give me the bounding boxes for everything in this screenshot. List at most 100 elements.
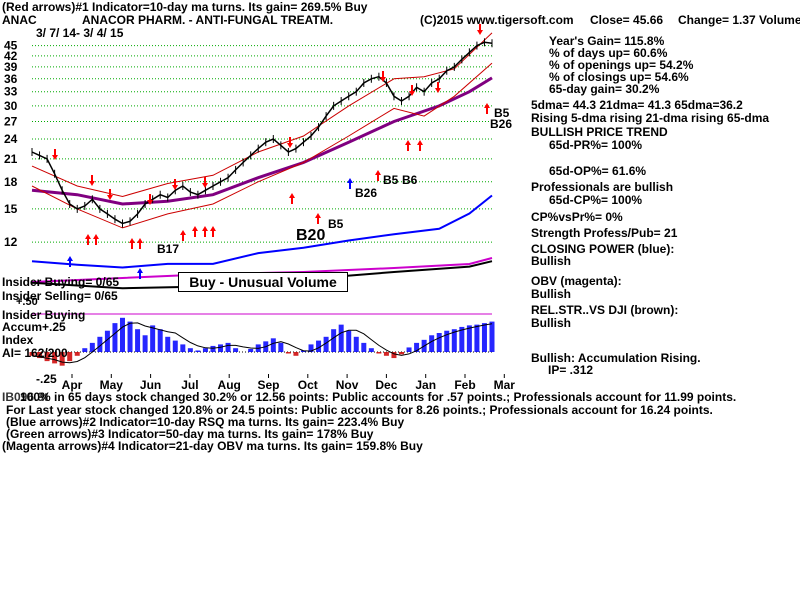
series-line-1 xyxy=(31,76,493,206)
accum-bar xyxy=(180,344,186,352)
op65: 65d-OP%= 61.6% xyxy=(549,164,647,178)
sell-arrow-icon xyxy=(52,149,58,160)
accum-bar xyxy=(29,352,35,356)
accum-bar xyxy=(104,330,110,352)
y-tick-21: 21 xyxy=(4,152,18,166)
accum-bar xyxy=(331,329,337,352)
x-tick-jul: Jul xyxy=(181,378,198,392)
x-tick-may: May xyxy=(100,378,124,392)
accum-bar xyxy=(172,340,178,352)
signal-label: B6 xyxy=(402,173,418,187)
accum-bar xyxy=(293,352,299,356)
days-up: % of days up= 60.6% xyxy=(549,46,668,60)
accum-smooth-line xyxy=(31,322,493,364)
ticker-symbol: ANAC xyxy=(2,13,37,27)
accum-bar xyxy=(361,342,367,352)
accum-bar xyxy=(202,348,208,352)
signal-label: B5 xyxy=(494,106,510,120)
years-gain: Year's Gain= 115.8% xyxy=(549,34,665,48)
change-value: Change= 1.37 Volume xyxy=(678,13,800,27)
accum-bar xyxy=(210,345,216,352)
strength: Strength Profess/Pub= 21 xyxy=(531,226,678,240)
accum-bar xyxy=(119,317,125,352)
signal-label: B5 xyxy=(383,173,399,187)
y-tick-15: 15 xyxy=(4,202,18,216)
x-tick-mar: Mar xyxy=(494,378,516,392)
accum-bar xyxy=(74,352,80,356)
accum-bar xyxy=(316,340,322,352)
price-bands xyxy=(31,32,493,229)
footer-magenta-arrows: (Magenta arrows)#4 Indicator=21-day OBV … xyxy=(2,439,423,453)
series-line-2 xyxy=(31,32,493,198)
accum-bar xyxy=(338,324,344,352)
professionals-bullish: Professionals are bullish xyxy=(531,180,674,194)
accumulation-index xyxy=(29,317,495,366)
accum-bar xyxy=(346,330,352,352)
accum-bar xyxy=(391,352,397,359)
y-tick-27: 27 xyxy=(4,115,18,129)
footer-last-year: For Last year stock changed 120.8% or 24… xyxy=(6,403,713,417)
accum-bar xyxy=(37,352,43,359)
buy-arrow-icon xyxy=(405,140,411,151)
y-tick-12: 12 xyxy=(4,235,18,249)
accum-bar xyxy=(82,348,88,352)
buy-arrow-icon xyxy=(129,238,135,249)
accum-bar xyxy=(323,336,329,352)
accum-bar xyxy=(135,329,141,352)
signal-label: B26 xyxy=(355,186,377,200)
rising-dmas: Rising 5-dma rising 21-dma rising 65-dma xyxy=(531,111,770,125)
accum-bar xyxy=(429,335,435,352)
buy-unusual-volume-box: Buy - Unusual Volume xyxy=(178,272,348,292)
closing-power-value: Bullish xyxy=(531,254,572,268)
sell-arrow-icon xyxy=(287,137,293,148)
company-name: ANACOR PHARM. - ANTI-FUNGAL TREATM. xyxy=(82,13,334,27)
insider-buying-2: Insider Buying xyxy=(2,308,86,322)
accum-bar xyxy=(368,348,374,352)
x-tick-apr: Apr xyxy=(62,378,83,392)
accum-label: Accum xyxy=(2,320,43,334)
accum-bar xyxy=(142,335,148,352)
accum-bar xyxy=(481,323,487,352)
accum-bar xyxy=(399,352,405,355)
accum-bar xyxy=(459,326,465,352)
buy-arrow-icon xyxy=(137,238,143,249)
y-tick-30: 30 xyxy=(4,99,18,113)
x-tick-aug: Aug xyxy=(218,378,241,392)
accum-bar xyxy=(97,336,103,352)
relstr-value: Bullish xyxy=(531,316,572,330)
accum-bar xyxy=(59,352,65,366)
buy-arrow-icon xyxy=(85,234,91,245)
accum-bar xyxy=(308,344,314,352)
y-tick-18: 18 xyxy=(4,175,18,189)
accum-bar xyxy=(233,348,239,352)
buy-arrow-icon xyxy=(210,226,216,237)
accum-bar xyxy=(285,352,291,354)
accum-bar xyxy=(474,324,480,352)
buy-arrow-icon xyxy=(417,140,423,151)
accum-bar xyxy=(489,321,495,352)
buy-arrow-icon xyxy=(347,178,353,189)
close-price: Close= 45.66 xyxy=(590,13,664,27)
buy-arrow-icon xyxy=(192,226,198,237)
accum-bar xyxy=(376,352,382,354)
pr65: 65d-PR%= 100% xyxy=(549,138,643,152)
subseries-line-0 xyxy=(31,194,493,269)
chart-grid xyxy=(32,45,492,353)
accum-bar xyxy=(157,329,163,352)
accum-bar xyxy=(67,352,73,362)
accum-bar xyxy=(451,329,457,352)
signal-arrows xyxy=(52,24,490,279)
indicator-1-text: (Red arrows)#1 Indicator=10-day ma turns… xyxy=(2,0,368,14)
dma-values: 5dma= 44.3 21dma= 41.3 65dma=36.2 xyxy=(531,98,743,112)
footer-prefix: IB096.9t xyxy=(2,390,49,404)
x-tick-nov: Nov xyxy=(336,378,359,392)
y-tick-24: 24 xyxy=(4,132,18,146)
copyright: (C)2015 www.tigersoft.com xyxy=(420,13,574,27)
buy-arrow-icon xyxy=(289,193,295,204)
accum-bar xyxy=(112,323,118,352)
x-tick-jan: Jan xyxy=(415,378,436,392)
obv-value: Bullish xyxy=(531,287,572,301)
signal-label: B20 xyxy=(296,227,325,244)
